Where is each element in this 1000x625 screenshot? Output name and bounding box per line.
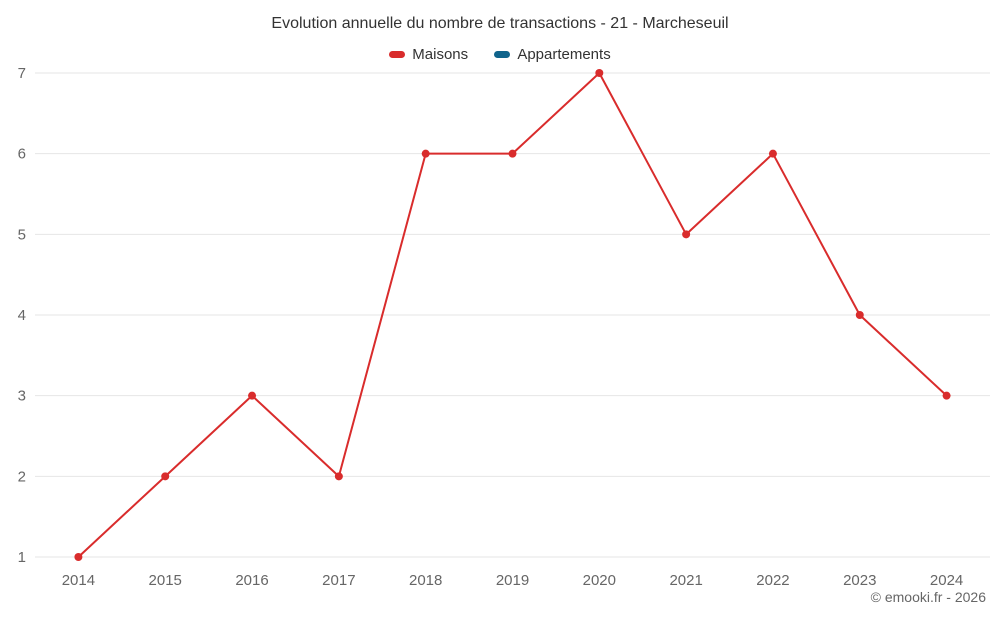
data-point (768, 149, 777, 158)
x-tick-label: 2017 (322, 572, 355, 589)
x-tick-label: 2015 (149, 572, 182, 589)
x-tick-label: 2021 (669, 572, 702, 589)
y-tick-label: 7 (18, 65, 26, 82)
y-axis-labels: 1 2 3 4 5 6 7 (18, 65, 26, 566)
y-tick-label: 3 (18, 388, 26, 405)
y-tick-label: 6 (18, 146, 26, 163)
y-tick-label: 5 (18, 226, 26, 243)
x-tick-label: 2023 (843, 572, 876, 589)
data-point (855, 311, 864, 319)
y-tick-label: 4 (18, 307, 26, 324)
chart-title: Evolution annuelle du nombre de transact… (271, 15, 729, 32)
y-tick-label: 2 (18, 468, 26, 485)
data-point (942, 391, 951, 400)
x-tick-label: 2014 (62, 572, 95, 589)
series-maisons (74, 69, 951, 561)
data-point (161, 472, 170, 481)
maisons-legend-marker (389, 50, 406, 58)
x-tick-label: 2016 (235, 572, 268, 589)
data-point (682, 230, 691, 239)
legend-label-maisons: Maisons (412, 45, 469, 63)
data-point (248, 391, 257, 400)
data-point (508, 149, 517, 158)
legend-label-appartements: Appartements (517, 45, 611, 63)
appartements-legend-marker (494, 50, 511, 58)
data-point (74, 553, 83, 561)
x-axis-labels: 2014 2015 2016 2017 2018 2019 2020 2021 2022 2023… (62, 572, 964, 589)
data-point (334, 472, 343, 481)
legend-item-appartements[interactable]: Appartements (494, 45, 611, 63)
gridlines (35, 72, 990, 558)
x-tick-label: 2018 (409, 572, 442, 589)
x-tick-label: 2020 (583, 572, 616, 589)
legend: Maisons Appartements (0, 45, 1000, 63)
copyright: © emooki.fr - 2026 (870, 589, 986, 605)
data-point (595, 69, 604, 77)
data-point (421, 149, 430, 158)
x-tick-label: 2019 (496, 572, 529, 589)
y-tick-label: 1 (18, 549, 26, 566)
x-tick-label: 2024 (930, 572, 963, 589)
x-tick-label: 2022 (756, 572, 789, 589)
legend-item-maisons[interactable]: Maisons (389, 46, 468, 63)
